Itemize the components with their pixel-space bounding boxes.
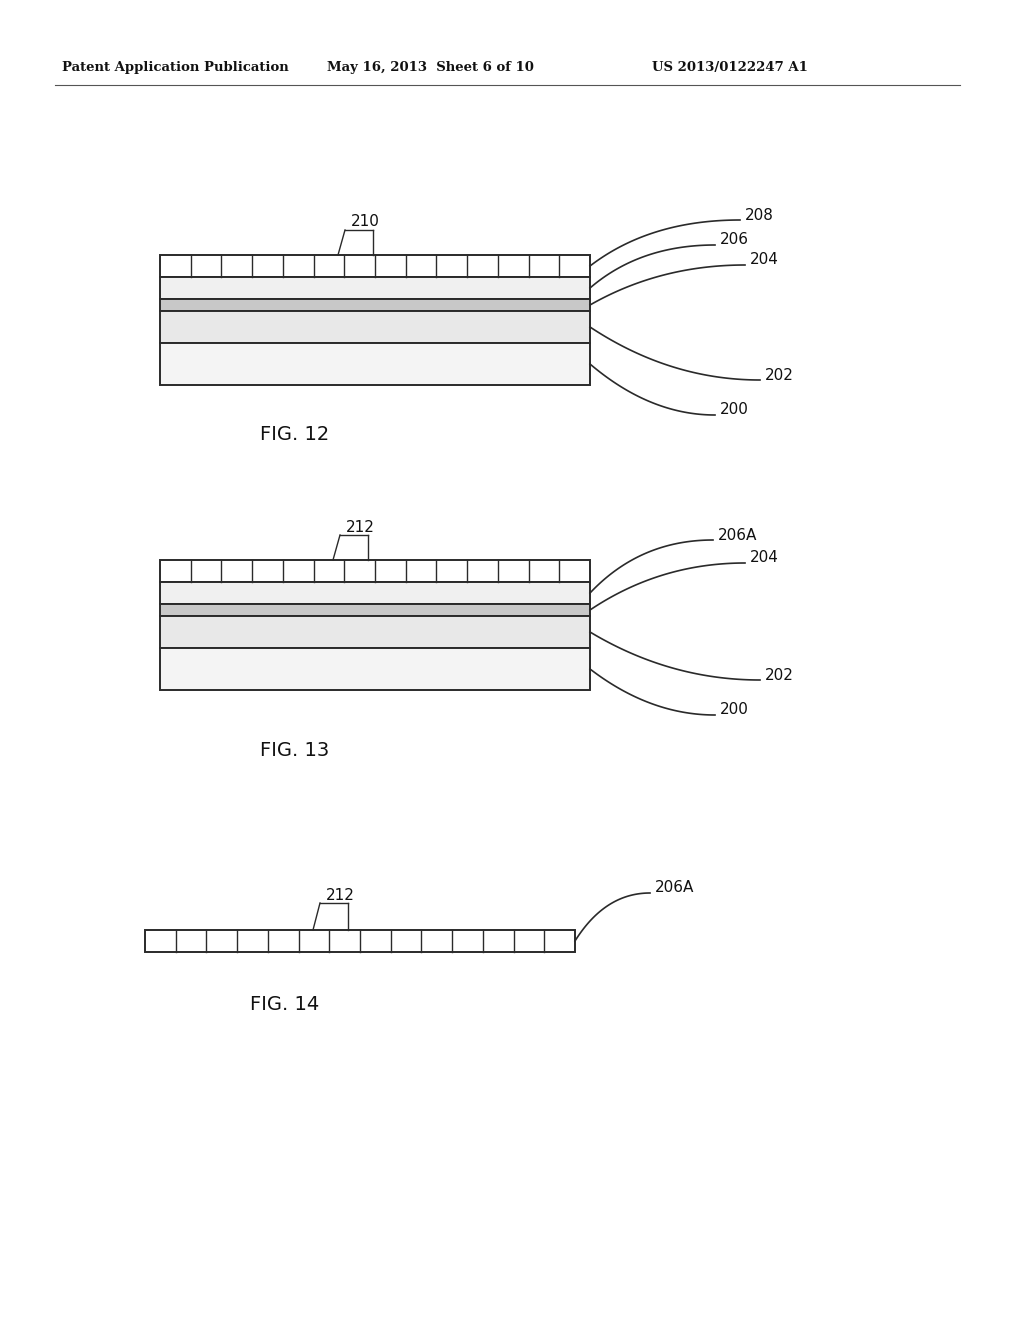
Text: 212: 212	[345, 520, 375, 535]
Bar	[160, 277, 590, 300]
Text: FIG. 12: FIG. 12	[260, 425, 330, 445]
Bar	[145, 931, 575, 952]
Text: 202: 202	[765, 668, 794, 682]
Text: 202: 202	[765, 367, 794, 383]
Bar	[160, 648, 590, 690]
Text: 204: 204	[750, 550, 779, 565]
Text: FIG. 14: FIG. 14	[251, 995, 319, 1015]
Bar	[160, 605, 590, 616]
Text: 206: 206	[720, 232, 749, 248]
Text: 212: 212	[326, 887, 354, 903]
Bar	[160, 560, 590, 582]
Text: US 2013/0122247 A1: US 2013/0122247 A1	[652, 62, 808, 74]
Bar	[160, 300, 590, 312]
Text: Patent Application Publication: Patent Application Publication	[61, 62, 289, 74]
Text: May 16, 2013  Sheet 6 of 10: May 16, 2013 Sheet 6 of 10	[327, 62, 534, 74]
Text: 206A: 206A	[655, 880, 694, 895]
Text: 210: 210	[350, 214, 380, 230]
Bar	[160, 343, 590, 385]
Text: 200: 200	[720, 702, 749, 718]
Text: 204: 204	[750, 252, 779, 268]
Bar	[160, 312, 590, 343]
Bar	[160, 582, 590, 605]
Text: FIG. 13: FIG. 13	[260, 741, 330, 759]
Text: 208: 208	[745, 207, 774, 223]
Text: 206A: 206A	[718, 528, 758, 543]
Bar	[160, 616, 590, 648]
Bar	[160, 255, 590, 277]
Text: 200: 200	[720, 403, 749, 417]
